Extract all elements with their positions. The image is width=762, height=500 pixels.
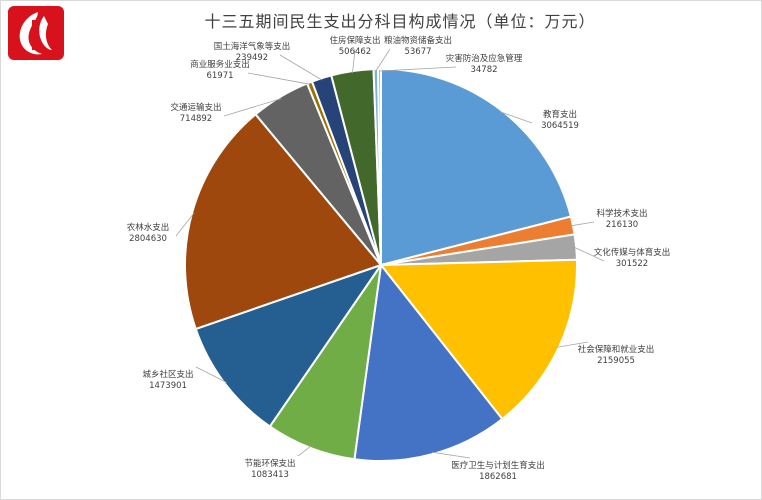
pie-slice (377, 67, 382, 266)
slice-value: 301522 (616, 259, 648, 269)
pie-slice (378, 258, 578, 421)
slice-value: 2159055 (597, 356, 635, 366)
leader-line (352, 48, 356, 74)
pie-slice (380, 67, 573, 267)
slice-value: 1083413 (251, 470, 289, 480)
slice-label: 教育支出 (543, 109, 577, 120)
slice-label: 灾害防治及应急管理 (446, 53, 523, 64)
slice-label: 社会保障和就业支出 (578, 344, 655, 355)
leader-line (223, 98, 282, 117)
leader-line (556, 341, 589, 348)
leader-line (375, 48, 391, 72)
slice-value: 61971 (206, 71, 233, 81)
slice-label: 文化传媒与体育支出 (594, 247, 671, 258)
slice-value: 714892 (180, 114, 212, 124)
slice-value: 1473901 (149, 381, 187, 391)
logo-icon (8, 6, 64, 60)
slice-value: 239492 (236, 53, 268, 63)
pie-slice (194, 263, 384, 428)
leader-line (297, 445, 312, 457)
leader-line (499, 111, 533, 124)
slice-value: 2804630 (129, 234, 167, 244)
leader-line (175, 212, 195, 237)
slice-label: 住房保障支出 (329, 35, 380, 46)
slice-label: 粮油物资储备支出 (384, 35, 452, 46)
leader-line (247, 72, 311, 85)
leader-line (570, 221, 595, 227)
slice-value: 53677 (404, 47, 431, 57)
leader-line (431, 451, 471, 459)
slice-value: 34782 (470, 65, 497, 75)
leader-line (379, 66, 457, 72)
pie-slice (353, 262, 504, 462)
leader-line (195, 366, 227, 383)
slice-label: 医疗卫生与计划生育支出 (451, 460, 545, 471)
leader-line (279, 54, 323, 81)
slice-label: 城乡社区支出 (142, 369, 193, 380)
slice-label: 节能环保支出 (244, 458, 295, 469)
slice-label: 交通运输支出 (170, 102, 221, 113)
slice-value: 1862681 (479, 472, 517, 482)
slice-label: 科学技术支出 (596, 208, 647, 219)
slice-label: 国土海洋气象等支出 (214, 41, 291, 52)
pie-slice (184, 112, 383, 331)
leader-line (574, 246, 605, 262)
slice-value: 216130 (606, 220, 638, 230)
chart-title: 十三五期间民生支出分科目构成情况（单位：万元） (204, 12, 596, 31)
slice-label: 农林水支出 (127, 222, 170, 233)
slice-value: 3064519 (541, 121, 579, 131)
slice-value: 506462 (339, 47, 371, 57)
slice-label: 商业服务业支出 (190, 59, 250, 70)
